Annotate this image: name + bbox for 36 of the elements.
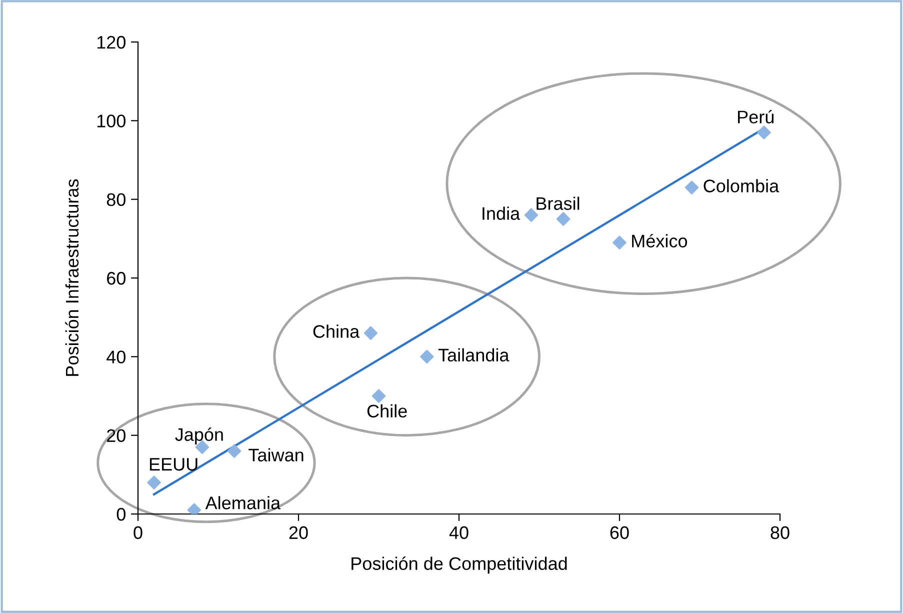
annotation: Chile: [367, 404, 407, 418]
point: [524, 208, 538, 222]
x-tick-label: 40: [449, 526, 468, 540]
point: [420, 350, 434, 364]
point: [364, 326, 378, 340]
point: [757, 126, 771, 140]
y-tick-label: 40: [106, 350, 126, 364]
point: [227, 444, 242, 458]
annotation: Tailandia: [438, 348, 510, 362]
y-tick-label: 120: [97, 36, 126, 49]
point: [372, 389, 386, 403]
annotation: EEUU: [150, 458, 198, 471]
annotation: Alemania: [205, 496, 281, 510]
annotation: China: [313, 324, 360, 338]
x-tick-label: 20: [289, 526, 308, 540]
annotation: Brasil: [536, 196, 580, 210]
annotation: Japón: [175, 428, 223, 445]
annotation: India: [482, 206, 520, 220]
point: [684, 180, 699, 194]
point: [147, 476, 161, 490]
x-tick-label: 80: [770, 526, 790, 540]
annotation: Taiwan: [248, 448, 304, 462]
x-tick-label: 0: [134, 526, 142, 540]
y-tick-label: 80: [106, 193, 126, 206]
y-tick-label: 60: [107, 272, 126, 285]
point: [612, 236, 626, 250]
y-axis-title: Posición Infraestructuras: [65, 179, 79, 376]
point: [556, 212, 570, 226]
y-tick-label: 100: [97, 114, 126, 128]
annotation: México: [632, 234, 688, 248]
x-axis-title: Posición de Competitividad: [352, 556, 567, 574]
y-tick-label: 20: [107, 429, 126, 442]
annotation: Colombia: [704, 179, 780, 192]
annotation: Perú: [738, 110, 774, 124]
y-tick-label: 0: [116, 508, 126, 521]
x-tick-label: 60: [610, 526, 629, 540]
